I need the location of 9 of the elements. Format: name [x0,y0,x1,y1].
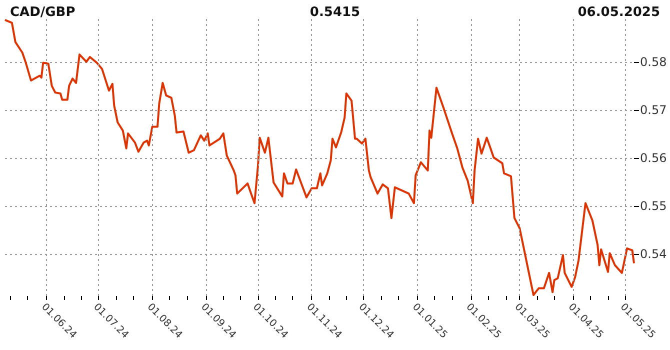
line-series [4,18,635,296]
y-tick-label: 0.56 [640,150,667,165]
y-tick-label: 0.58 [640,54,667,69]
annotation: 0.5415 [310,5,360,20]
y-tick-label: 0.54 [640,247,667,262]
y-tick-label: 0.55 [640,199,667,214]
annotation: 06.05.2025 [578,5,660,20]
y-tick-label: 0.57 [640,102,667,117]
chart-title: CAD/GBP [10,5,76,20]
